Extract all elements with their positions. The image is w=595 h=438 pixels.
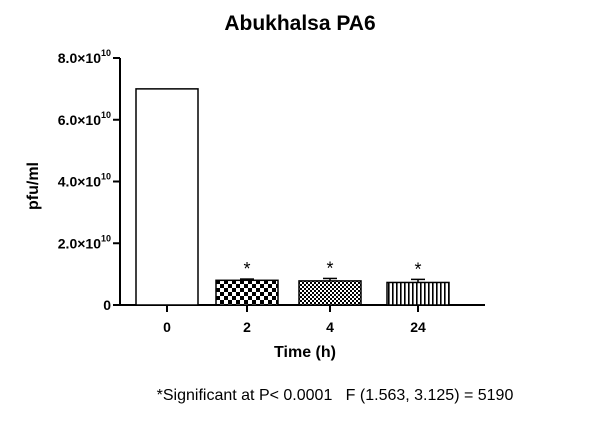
significance-star: * bbox=[243, 259, 250, 279]
y-tick-label: 0 bbox=[103, 297, 111, 313]
bar-2h bbox=[215, 279, 279, 306]
significance-star: * bbox=[326, 258, 333, 278]
significance-star: * bbox=[414, 259, 421, 279]
bar-24h bbox=[386, 281, 450, 306]
bar-0h bbox=[135, 88, 199, 306]
significance-markers: * * * bbox=[243, 258, 421, 279]
x-tick-label: 2 bbox=[243, 319, 251, 335]
y-axis: 0 2.0×1010 4.0×1010 6.0×1010 8.0×1010 bbox=[58, 48, 121, 313]
x-axis: 0 2 4 24 bbox=[119, 304, 485, 335]
bars bbox=[135, 88, 450, 306]
y-tick-label: 4.0×1010 bbox=[58, 172, 111, 190]
chart-title: Abukhalsa PA6 bbox=[224, 12, 375, 35]
y-tick-label: 6.0×1010 bbox=[58, 110, 111, 128]
y-tick-label: 8.0×1010 bbox=[58, 48, 111, 66]
x-tick-label: 0 bbox=[163, 319, 171, 335]
y-axis-label: pfu/ml bbox=[25, 162, 42, 210]
x-tick-label: 4 bbox=[326, 319, 334, 335]
x-axis-label: Time (h) bbox=[274, 344, 336, 361]
significance-footnote: *Significant at P< 0.0001 F (1.563, 3.12… bbox=[157, 387, 514, 404]
y-tick-label: 2.0×1010 bbox=[58, 233, 111, 251]
x-tick-label: 24 bbox=[410, 319, 426, 335]
bar-4h bbox=[298, 280, 362, 306]
